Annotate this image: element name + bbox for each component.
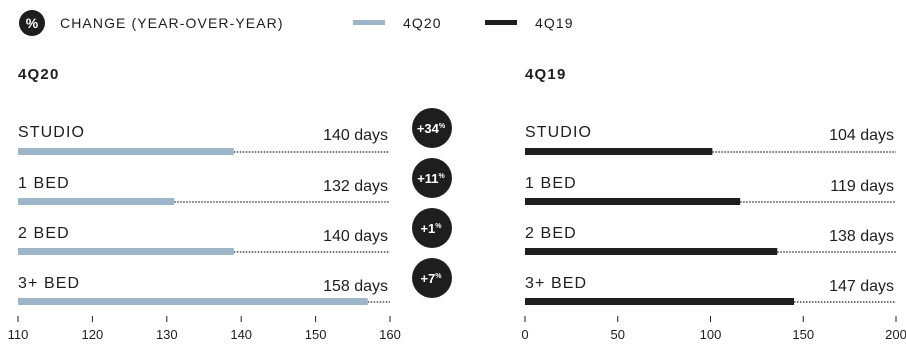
change-unit: % (439, 123, 446, 130)
change-circle (412, 258, 452, 298)
category-label-4q19: STUDIO (525, 124, 592, 141)
change-circle (412, 108, 452, 148)
category-label-4q19: 1 BED (525, 175, 577, 192)
change-number: +7 (420, 271, 435, 286)
change-circle (412, 208, 452, 248)
bar-4q19 (525, 298, 794, 305)
value-label-4q19: 147 days (829, 278, 894, 295)
bar-4q19 (525, 148, 713, 155)
percent-badge-icon: % (19, 10, 45, 36)
x-tick-label-4q19: 50 (611, 327, 625, 342)
legend-swatch-4q20 (353, 20, 385, 25)
legend-swatch-4q19 (485, 20, 517, 25)
bar-4q20 (18, 148, 234, 155)
panel-title-4q19: 4Q19 (525, 66, 567, 83)
bar-4q19 (525, 198, 741, 205)
change-value: +7% (420, 271, 442, 286)
value-label-4q19: 104 days (829, 127, 894, 144)
panel-title-4q20: 4Q20 (18, 66, 60, 83)
x-tick-label-4q20: 120 (82, 327, 104, 342)
change-unit: % (435, 273, 442, 280)
value-label-4q20: 140 days (323, 127, 388, 144)
legend-label-4q20: 4Q20 (403, 15, 442, 31)
category-label-4q20: 1 BED (18, 175, 70, 192)
value-label-4q20: 132 days (323, 178, 388, 195)
category-label-4q20: 3+ BED (18, 275, 80, 292)
change-unit: % (439, 173, 446, 180)
category-label-4q20: 2 BED (18, 225, 70, 242)
change-number: +1 (420, 221, 435, 236)
bar-4q20 (18, 248, 234, 255)
x-tick-label-4q19: 150 (792, 327, 814, 342)
legend-title: CHANGE (YEAR-OVER-YEAR) (60, 15, 284, 31)
x-tick-label-4q19: 200 (885, 327, 906, 342)
change-value: +11% (417, 171, 445, 186)
category-label-4q20: STUDIO (18, 124, 85, 141)
legend: % CHANGE (YEAR-OVER-YEAR) 4Q20 4Q19 (16, 8, 896, 38)
value-label-4q19: 119 days (830, 178, 894, 195)
change-unit: % (435, 223, 442, 230)
x-tick-label-4q20: 110 (8, 327, 29, 342)
change-value: +1% (420, 221, 442, 236)
bar-4q19 (525, 248, 778, 255)
category-label-4q19: 2 BED (525, 225, 577, 242)
category-label-4q19: 3+ BED (525, 275, 587, 292)
x-tick-label-4q20: 160 (379, 327, 401, 342)
x-tick-label-4q19: 0 (521, 327, 528, 342)
x-tick-label-4q20: 150 (305, 327, 327, 342)
change-circle (412, 158, 452, 198)
legend-label-4q19: 4Q19 (535, 15, 574, 31)
value-label-4q19: 138 days (829, 228, 894, 245)
change-value: +34% (417, 121, 446, 136)
bar-4q20 (18, 298, 368, 305)
value-label-4q20: 158 days (323, 278, 388, 295)
change-number: +11 (417, 171, 438, 186)
value-label-4q20: 140 days (323, 228, 388, 245)
bar-4q20 (18, 198, 175, 205)
change-number: +34 (417, 121, 440, 136)
x-tick-label-4q20: 130 (156, 327, 178, 342)
x-tick-label-4q19: 100 (700, 327, 722, 342)
x-tick-label-4q20: 140 (230, 327, 252, 342)
